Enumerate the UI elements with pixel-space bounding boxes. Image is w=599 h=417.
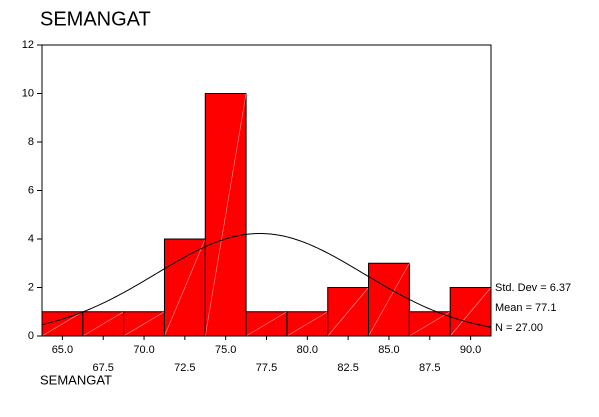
bar-hatch (245, 311, 288, 337)
bar-hatch (368, 263, 410, 337)
y-tick-label: 6 (28, 184, 34, 196)
y-tick-label: 12 (22, 39, 34, 51)
x-tick-label: 77.5 (256, 362, 277, 374)
x-tick-label: 82.5 (337, 362, 358, 374)
y-tick-label: 0 (28, 330, 34, 342)
bar-hatch (123, 311, 165, 337)
bar-hatch (409, 311, 451, 337)
x-tick-label: 72.5 (174, 362, 195, 374)
bar-hatch (327, 287, 369, 337)
bar-hatch (204, 93, 247, 337)
y-tick-label: 4 (28, 233, 34, 245)
bar-hatch (41, 311, 83, 337)
bar-hatch (82, 311, 124, 337)
x-tick-label: 67.5 (93, 362, 114, 374)
normal-curve (41, 232, 492, 328)
x-tick-label: 80.0 (297, 344, 318, 356)
x-tick-label: 90.0 (460, 344, 481, 356)
y-tick-label: 8 (28, 136, 34, 148)
x-axis-label: SEMANGAT (40, 372, 112, 387)
x-tick-label: 85.0 (378, 344, 399, 356)
x-tick-label: 87.5 (419, 362, 440, 374)
plot-frame (41, 44, 492, 337)
bar-hatch (164, 238, 206, 337)
bar-hatch (449, 287, 492, 337)
x-tick-label: 65.0 (52, 344, 73, 356)
x-tick-label: 75.0 (215, 344, 236, 356)
stat-label: N = 27.00 (495, 322, 543, 334)
y-tick-label: 2 (28, 281, 34, 293)
chart-title: SEMANGAT (40, 8, 151, 30)
bar-hatch (286, 311, 328, 337)
y-tick-label: 10 (22, 87, 34, 99)
x-tick-label: 70.0 (133, 344, 154, 356)
stat-label: Mean = 77.1 (495, 302, 556, 314)
stat-label: Std. Dev = 6.37 (495, 282, 571, 294)
